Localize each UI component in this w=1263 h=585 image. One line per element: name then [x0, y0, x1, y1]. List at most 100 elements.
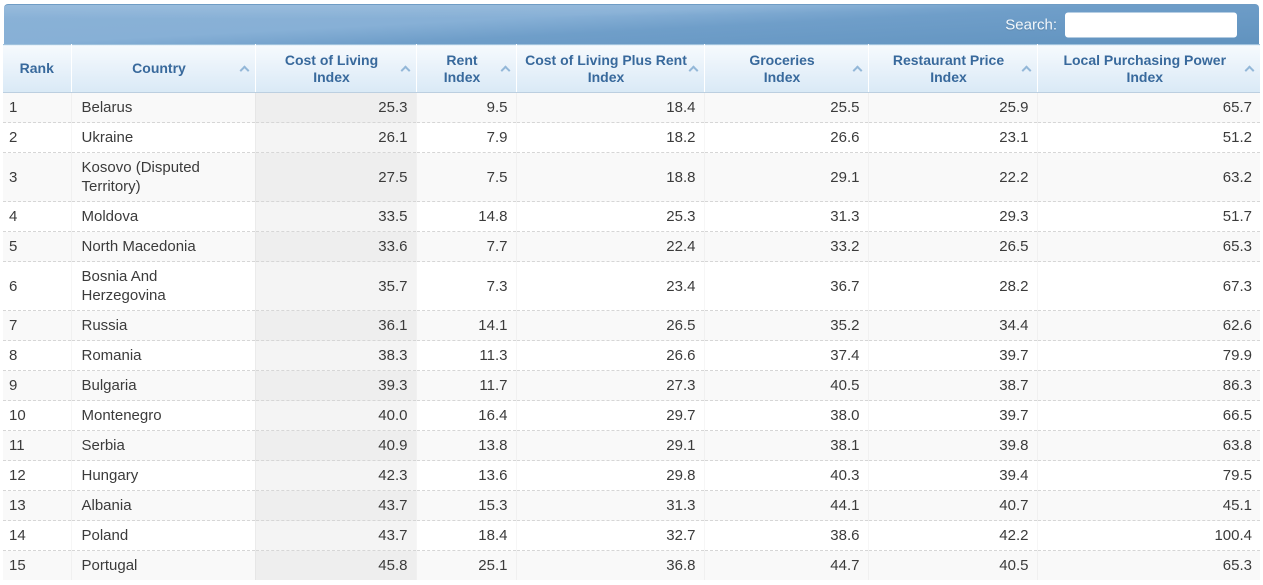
cell-rank: 13 — [3, 490, 72, 521]
table-row: 9 Bulgaria 39.3 11.7 27.3 40.5 38.7 86.3 — [3, 370, 1260, 401]
cell-country: Belarus — [71, 92, 256, 123]
cell-rent: 7.9 — [416, 122, 517, 153]
cell-cost_of_living: 43.7 — [255, 490, 417, 521]
cell-groceries: 25.5 — [704, 92, 869, 123]
cell-groceries: 37.4 — [704, 340, 869, 371]
column-header-label: Local Purchasing Power Index — [1063, 51, 1227, 85]
cell-cost_of_living_plus_rent: 22.4 — [516, 231, 705, 262]
cell-country: Hungary — [71, 460, 256, 491]
cell-cost_of_living_plus_rent: 23.4 — [516, 261, 705, 311]
cell-local_purchasing_power: 65.7 — [1037, 92, 1260, 123]
column-header-country[interactable]: Country — [71, 44, 256, 93]
cell-groceries: 33.2 — [704, 231, 869, 262]
cell-cost_of_living: 43.7 — [255, 520, 417, 551]
cell-rent: 13.8 — [416, 430, 517, 461]
cell-country: Serbia — [71, 430, 256, 461]
cell-cost_of_living_plus_rent: 29.8 — [516, 460, 705, 491]
cell-rank: 9 — [3, 370, 72, 401]
column-header-label: Restaurant Price Index — [892, 51, 1005, 85]
cell-country: Kosovo (Disputed Territory) — [71, 152, 256, 202]
chevron-up-icon — [688, 64, 698, 75]
cell-local_purchasing_power: 65.3 — [1037, 231, 1260, 262]
cell-local_purchasing_power: 67.3 — [1037, 261, 1260, 311]
cell-rank: 4 — [3, 201, 72, 232]
cell-restaurant_price: 42.2 — [868, 520, 1038, 551]
column-header-rent[interactable]: Rent Index — [416, 44, 517, 93]
cell-country: Poland — [71, 520, 256, 551]
cell-cost_of_living: 27.5 — [255, 152, 417, 202]
cell-country: Moldova — [71, 201, 256, 232]
column-header-label: Cost of Living Index — [284, 51, 379, 85]
cell-groceries: 36.7 — [704, 261, 869, 311]
cell-country: Russia — [71, 310, 256, 341]
cell-restaurant_price: 39.8 — [868, 430, 1038, 461]
table-row: 11 Serbia 40.9 13.8 29.1 38.1 39.8 63.8 — [3, 430, 1260, 461]
cell-cost_of_living: 33.6 — [255, 231, 417, 262]
cell-country: Ukraine — [71, 122, 256, 153]
table-row: 7 Russia 36.1 14.1 26.5 35.2 34.4 62.6 — [3, 310, 1260, 341]
cell-restaurant_price: 23.1 — [868, 122, 1038, 153]
cell-local_purchasing_power: 100.4 — [1037, 520, 1260, 551]
cell-cost_of_living: 33.5 — [255, 201, 417, 232]
cell-groceries: 40.3 — [704, 460, 869, 491]
column-header-rank: Rank — [3, 44, 72, 93]
cell-groceries: 40.5 — [704, 370, 869, 401]
column-header-cost_of_living[interactable]: Cost of Living Index — [255, 44, 417, 93]
cell-rank: 3 — [3, 152, 72, 202]
search-label: Search: — [1005, 16, 1057, 33]
cell-cost_of_living: 25.3 — [255, 92, 417, 123]
search-control: Search: — [1005, 12, 1237, 37]
cell-cost_of_living_plus_rent: 18.2 — [516, 122, 705, 153]
table-row: 5 North Macedonia 33.6 7.7 22.4 33.2 26.5 65.3 — [3, 231, 1260, 262]
cell-groceries: 29.1 — [704, 152, 869, 202]
cell-country: Bulgaria — [71, 370, 256, 401]
cell-country: Montenegro — [71, 400, 256, 431]
cell-local_purchasing_power: 79.5 — [1037, 460, 1260, 491]
cell-local_purchasing_power: 62.6 — [1037, 310, 1260, 341]
cell-rank: 11 — [3, 430, 72, 461]
table-row: 4 Moldova 33.5 14.8 25.3 31.3 29.3 51.7 — [3, 201, 1260, 232]
cost-of-living-table-container: Rank Country Cost of Living Index Rent Inde… — [3, 44, 1260, 580]
cell-cost_of_living: 40.0 — [255, 400, 417, 431]
cell-groceries: 44.1 — [704, 490, 869, 521]
cell-rent: 25.1 — [416, 550, 517, 580]
cell-cost_of_living_plus_rent: 29.1 — [516, 430, 705, 461]
cell-groceries: 38.0 — [704, 400, 869, 431]
column-header-local_purchasing_power[interactable]: Local Purchasing Power Index — [1037, 44, 1260, 93]
cell-rent: 11.7 — [416, 370, 517, 401]
table-row: 6 Bosnia And Herzegovina 35.7 7.3 23.4 36.7 28… — [3, 261, 1260, 311]
table-row: 8 Romania 38.3 11.3 26.6 37.4 39.7 79.9 — [3, 340, 1260, 371]
cell-cost_of_living_plus_rent: 29.7 — [516, 400, 705, 431]
cell-local_purchasing_power: 86.3 — [1037, 370, 1260, 401]
cell-rank: 6 — [3, 261, 72, 311]
chevron-up-icon — [239, 64, 249, 75]
cell-restaurant_price: 28.2 — [868, 261, 1038, 311]
cell-restaurant_price: 39.4 — [868, 460, 1038, 491]
column-header-label: Rank — [19, 60, 54, 76]
search-input[interactable] — [1065, 12, 1237, 37]
cell-rent: 18.4 — [416, 520, 517, 551]
cell-cost_of_living_plus_rent: 36.8 — [516, 550, 705, 580]
cell-cost_of_living_plus_rent: 25.3 — [516, 201, 705, 232]
table-row: 14 Poland 43.7 18.4 32.7 38.6 42.2 100.4 — [3, 520, 1260, 551]
cell-rent: 7.7 — [416, 231, 517, 262]
cell-restaurant_price: 29.3 — [868, 201, 1038, 232]
column-header-label: Groceries Index — [749, 51, 815, 85]
cell-rent: 14.1 — [416, 310, 517, 341]
column-header-groceries[interactable]: Groceries Index — [704, 44, 869, 93]
column-header-restaurant_price[interactable]: Restaurant Price Index — [868, 44, 1038, 93]
column-header-cost_of_living_plus_rent[interactable]: Cost of Living Plus Rent Index — [516, 44, 705, 93]
cell-local_purchasing_power: 45.1 — [1037, 490, 1260, 521]
table-row: 3 Kosovo (Disputed Territory) 27.5 7.5 18.8 2… — [3, 152, 1260, 202]
cell-groceries: 44.7 — [704, 550, 869, 580]
cell-rent: 15.3 — [416, 490, 517, 521]
cell-restaurant_price: 22.2 — [868, 152, 1038, 202]
cell-rent: 7.5 — [416, 152, 517, 202]
cell-local_purchasing_power: 63.2 — [1037, 152, 1260, 202]
cell-cost_of_living_plus_rent: 27.3 — [516, 370, 705, 401]
chevron-up-icon — [1244, 64, 1255, 75]
cell-cost_of_living_plus_rent: 31.3 — [516, 490, 705, 521]
column-header-label: Country — [132, 60, 186, 76]
cell-groceries: 35.2 — [704, 310, 869, 341]
cell-cost_of_living_plus_rent: 26.5 — [516, 310, 705, 341]
